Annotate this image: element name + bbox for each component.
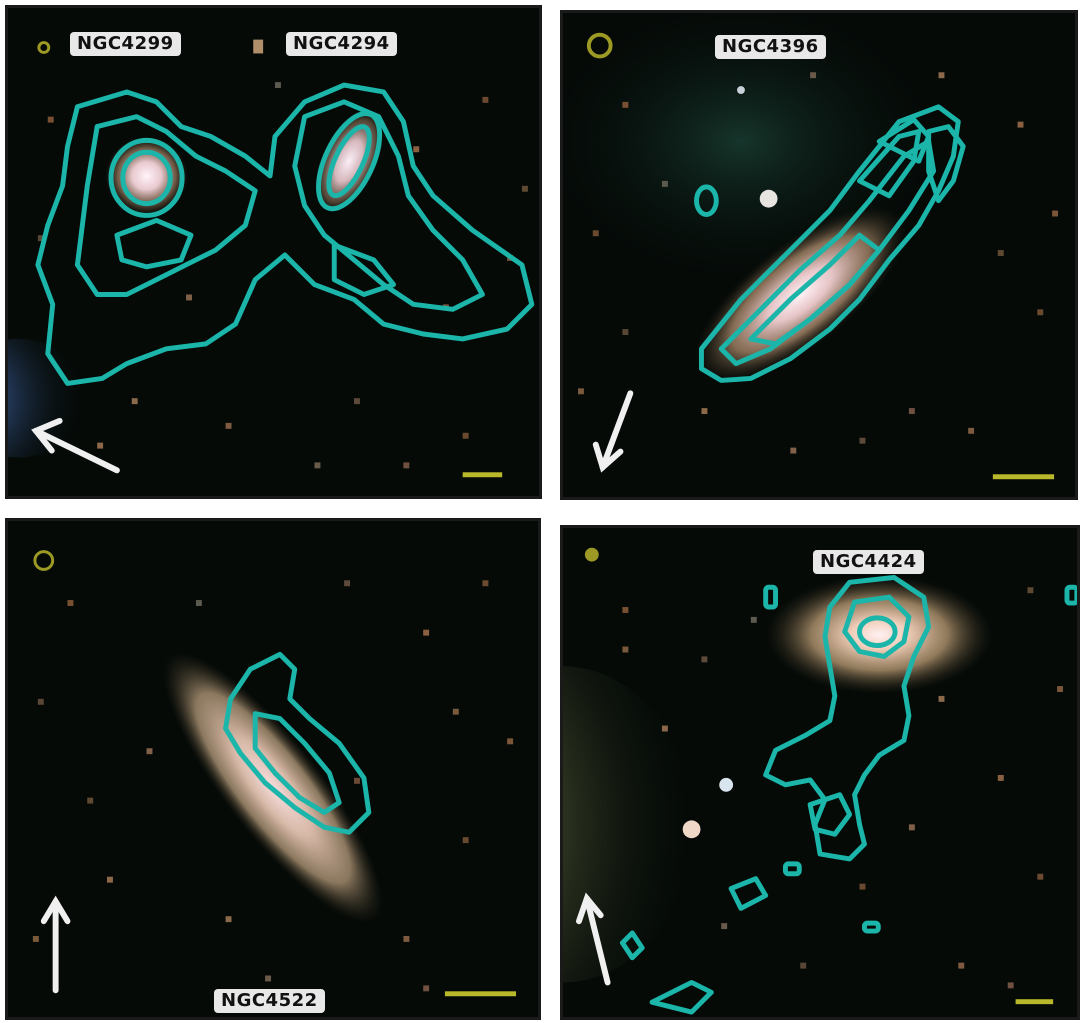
galaxy-label-ngc4299: NGC4299	[70, 32, 181, 56]
direction-arrow-icon	[592, 390, 634, 473]
beam-marker-icon	[33, 550, 55, 571]
star-field	[577, 72, 1059, 454]
panel-top-right-image	[563, 13, 1075, 497]
panel-bottom-right-image	[563, 528, 1077, 1017]
hi-contours	[35, 82, 535, 386]
galaxy-ngc4424	[765, 575, 993, 694]
scale-bar	[1015, 999, 1054, 1005]
panel-bottom-left-image	[8, 521, 538, 1017]
direction-arrow-icon	[40, 895, 71, 994]
hi-contours	[223, 651, 372, 835]
galaxy-label-ngc4522: NGC4522	[214, 989, 325, 1013]
foreground-star	[719, 777, 734, 792]
beam-marker-icon	[37, 41, 51, 54]
scale-bar	[444, 991, 517, 997]
foreground-star	[737, 86, 745, 94]
star-field	[37, 82, 528, 469]
galaxy-label-ngc4294: NGC4294	[286, 32, 397, 56]
panel-bottom-right: NGC4424	[560, 525, 1080, 1020]
foreground-star	[682, 820, 701, 839]
panel-top-left-image	[8, 8, 539, 496]
hi-contours	[694, 104, 966, 383]
bright-star-blue	[8, 338, 88, 458]
scale-bar	[992, 474, 1055, 480]
beam-marker-icon	[584, 547, 599, 562]
beam-marker-icon	[253, 39, 264, 54]
foreground-star	[759, 189, 778, 208]
direction-arrow-icon	[575, 892, 611, 986]
panel-top-left: NGC4299 NGC4294	[5, 5, 542, 499]
galaxy-ngc4396	[694, 205, 907, 384]
neighbor-galaxy	[563, 666, 692, 983]
galaxy-ngc4299	[105, 136, 189, 216]
hi-contours	[619, 574, 1077, 1015]
panel-top-right: NGC4396	[560, 10, 1078, 500]
direction-arrow-icon	[31, 417, 120, 474]
scale-bar	[462, 472, 503, 478]
galaxy-ngc4294	[314, 109, 384, 213]
beam-marker-icon	[586, 32, 613, 59]
panel-bottom-left: NGC4522	[5, 518, 541, 1020]
galaxy-label-ngc4396: NGC4396	[715, 35, 826, 59]
star-field	[622, 587, 1064, 989]
star-field	[32, 580, 514, 992]
galaxy-label-ngc4424: NGC4424	[813, 550, 924, 574]
